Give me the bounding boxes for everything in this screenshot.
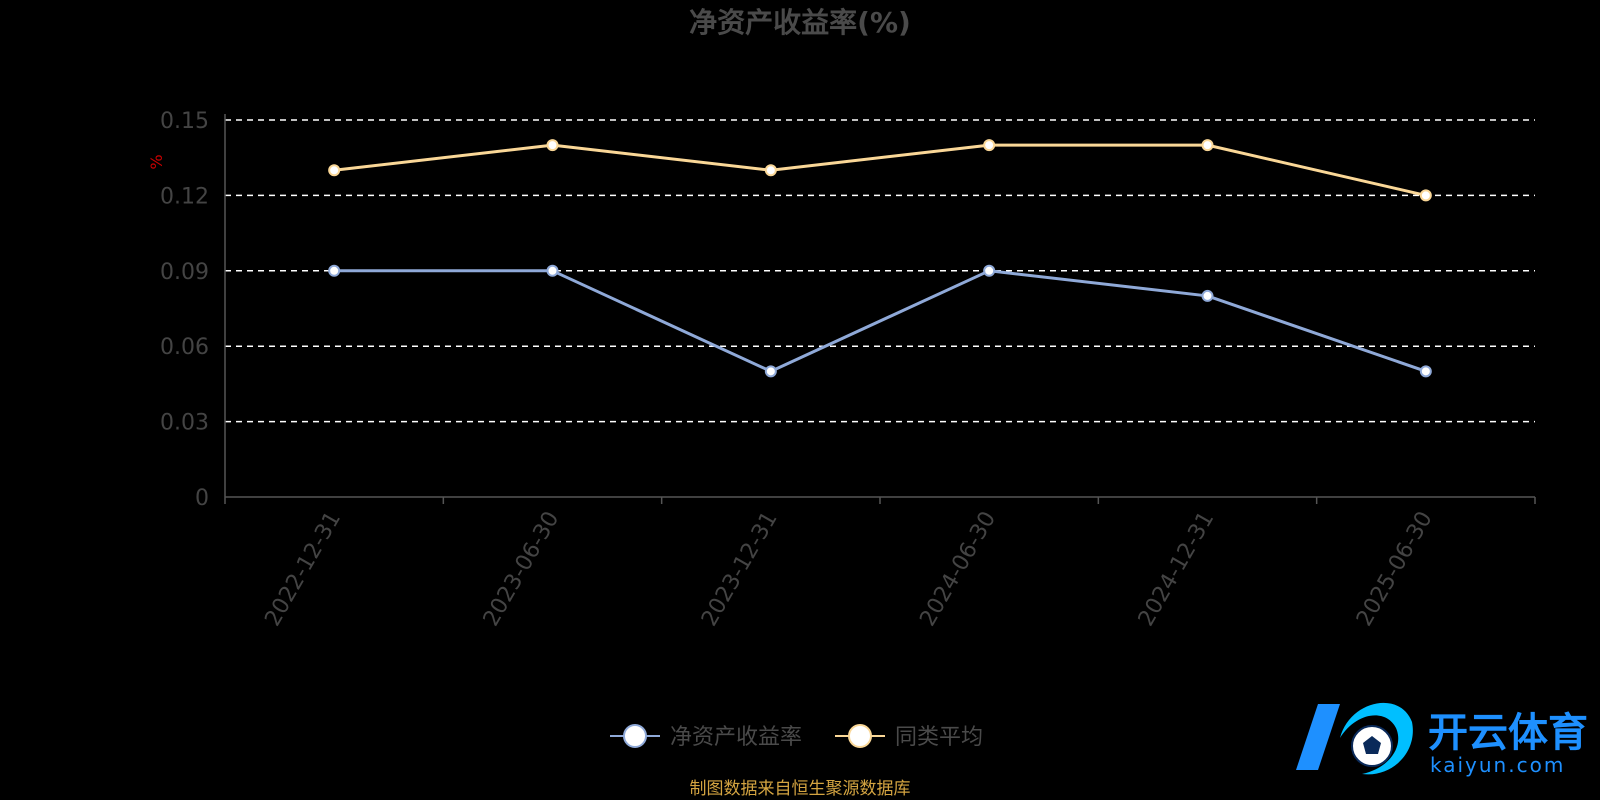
peer-average-data-point [328,164,341,177]
axes-layer: 0 0.03 0.06 0.09 0.12 0.15 2022-12-31 2023-06-3… [160,109,1536,631]
watermark-brand: 开云体育 [1428,710,1588,756]
soccer-ball-patch [1363,736,1381,754]
grid-layer [225,119,1535,423]
x-tick-label: 2024-06-30 [915,507,1001,630]
roe-data-point [764,365,777,378]
roe-data-point [1419,365,1432,378]
chart-title: 净资产收益率(%) [689,6,911,39]
peer-average-series-line [333,143,1427,197]
legend-roe-marker [623,724,647,748]
roe-series-line [334,269,1427,373]
series-layer [328,139,1432,378]
roe-data-point [328,264,341,277]
legend-roe-label: 净资产收益率 [670,725,802,750]
watermark-domain: kaiyun.com [1430,753,1565,777]
y-tick-label: 0.06 [160,335,209,360]
y-tick-label: 0.09 [160,260,209,285]
legend: 净资产收益率 同类平均 [610,724,983,750]
roe-data-point [1201,289,1214,302]
roe-data-point [546,264,559,277]
legend-peer-marker [848,724,872,748]
peer-average-data-point [546,139,559,152]
roe-data-point [983,264,996,277]
peer-average-data-point [1419,189,1432,202]
logo-k-shape [1296,704,1340,770]
y-tick-label: 0.15 [160,109,209,134]
y-tick-label: 0 [195,486,209,511]
peer-average-data-point [983,139,996,152]
y-axis-unit-label: % [147,154,166,169]
legend-item-peer-average[interactable]: 同类平均 [835,724,983,750]
x-tick-label: 2024-12-31 [1134,507,1220,630]
x-tick-label: 2025-06-30 [1352,507,1438,630]
peer-average-data-point [764,164,777,177]
logo-swoosh [1340,702,1413,775]
watermark-logo: 开云体育 kaiyun.com [1296,702,1588,777]
y-tick-label: 0.03 [160,411,209,436]
peer-average-data-point [1201,139,1214,152]
legend-peer-label: 同类平均 [895,725,983,750]
x-tick-label: 2022-12-31 [260,507,346,630]
y-tick-label: 0.12 [160,184,209,209]
x-tick-label: 2023-06-30 [479,507,565,630]
x-tick-label: 2023-12-31 [697,507,783,630]
source-note: 制图数据来自恒生聚源数据库 [690,779,911,799]
legend-item-roe[interactable]: 净资产收益率 [610,724,802,750]
